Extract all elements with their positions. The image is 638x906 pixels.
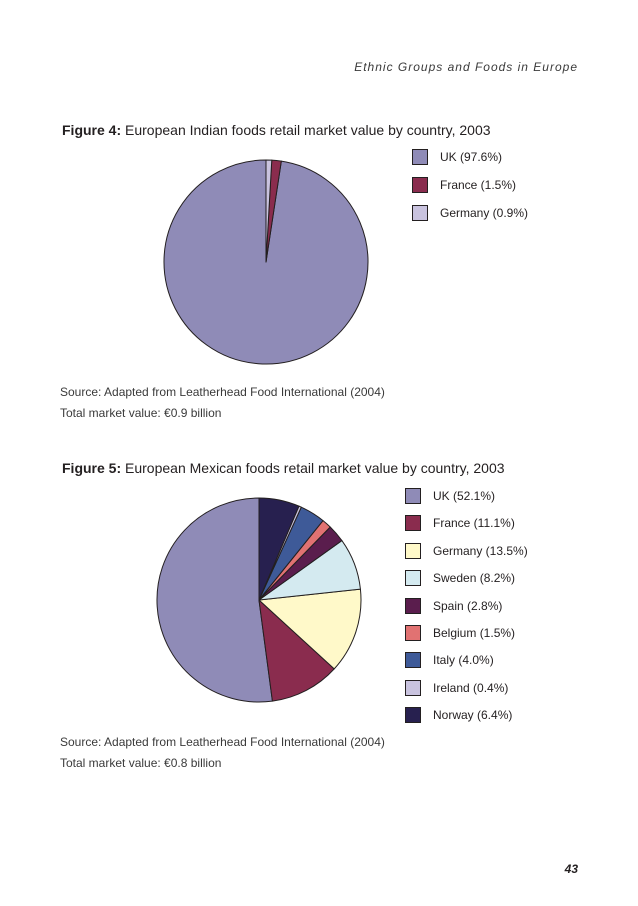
running-header: Ethnic Groups and Foods in Europe bbox=[354, 60, 578, 74]
figure-4-caption: European Indian foods retail market valu… bbox=[125, 122, 491, 138]
legend-label-france: France (11.1%) bbox=[433, 516, 515, 531]
figure-5-total: Total market value: €0.8 billion bbox=[60, 756, 222, 770]
legend-swatch-belgium bbox=[405, 625, 421, 641]
legend-swatch-italy bbox=[405, 652, 421, 669]
figure-4-source: Source: Adapted from Leatherhead Food In… bbox=[60, 385, 385, 399]
legend-label-belgium: Belgium (1.5%) bbox=[433, 626, 516, 640]
legend-swatch-france bbox=[412, 177, 428, 193]
legend-swatch-germany bbox=[405, 542, 421, 559]
pie-slice-uk bbox=[156, 497, 273, 703]
figure-5-caption: European Mexican foods retail market val… bbox=[125, 460, 505, 476]
legend-swatch-spain bbox=[405, 597, 421, 614]
figure-4-total: Total market value: €0.9 billion bbox=[60, 406, 222, 420]
pie-slice-norway bbox=[258, 497, 300, 601]
legend-label-germany: Germany (13.5%) bbox=[433, 543, 528, 558]
legend-label-sweden: Sweden (8.2%) bbox=[433, 571, 516, 586]
figure-4-label: Figure 4: bbox=[62, 122, 122, 138]
figure-5-source: Source: Adapted from Leatherhead Food In… bbox=[60, 735, 385, 749]
legend-label-germany: Germany (0.9%) bbox=[440, 206, 529, 220]
legend-swatch-norway bbox=[405, 707, 421, 724]
figure-4-title: Figure 4: European Indian foods retail m… bbox=[62, 122, 491, 138]
figure-5-label: Figure 5: bbox=[62, 460, 122, 476]
legend-label-italy: Italy (4.0%) bbox=[433, 653, 494, 668]
page-number: 43 bbox=[564, 862, 578, 876]
legend-label-uk: UK (97.6%) bbox=[440, 150, 503, 164]
figure-5-pie-chart bbox=[156, 497, 362, 703]
legend-label-ireland: Ireland (0.4%) bbox=[433, 680, 509, 695]
legend-label-norway: Norway (6.4%) bbox=[433, 708, 513, 723]
legend-swatch-uk bbox=[405, 488, 421, 504]
legend-swatch-uk bbox=[412, 149, 428, 165]
figure-4-pie-chart bbox=[163, 159, 369, 365]
figure-5-title: Figure 5: European Mexican foods retail … bbox=[62, 460, 505, 476]
legend-label-spain: Spain (2.8%) bbox=[433, 598, 503, 613]
legend-swatch-france bbox=[405, 515, 421, 532]
legend-swatch-germany bbox=[412, 205, 428, 221]
legend-swatch-sweden bbox=[405, 570, 421, 587]
legend-label-france: France (1.5%) bbox=[440, 178, 517, 192]
legend-swatch-ireland bbox=[405, 679, 421, 696]
pie-slice-france bbox=[258, 599, 335, 702]
pie-slice-germany bbox=[258, 588, 362, 670]
pie-slice-germany bbox=[265, 159, 273, 263]
legend-label-uk: UK (52.1%) bbox=[433, 489, 496, 503]
